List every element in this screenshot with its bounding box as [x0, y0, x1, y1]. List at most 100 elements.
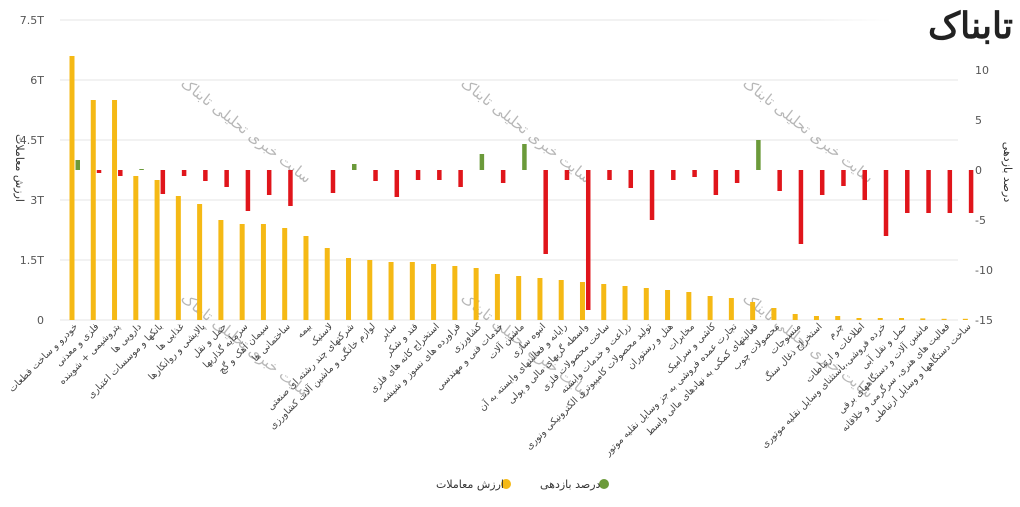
value-bar	[622, 286, 628, 320]
return-bar	[394, 170, 400, 197]
value-bar	[90, 100, 96, 320]
value-bar	[665, 290, 671, 320]
value-bar	[197, 204, 203, 320]
return-bar	[649, 170, 655, 220]
return-bar	[947, 170, 953, 213]
value-bar	[771, 308, 777, 320]
value-bar	[69, 56, 75, 320]
right-axis-title: درصد بازدهی	[1001, 142, 1014, 203]
legend-return-label: درصد بازدهی	[540, 478, 601, 491]
left-axis-tick: 4.5T	[20, 134, 44, 147]
return-bar	[479, 154, 485, 170]
right-axis-tick: 5	[975, 114, 982, 127]
return-bar	[883, 170, 889, 236]
value-bar	[112, 100, 118, 320]
value-bar	[218, 220, 224, 320]
return-bar	[373, 170, 378, 181]
value-bar	[367, 260, 373, 320]
value-bar	[346, 258, 352, 320]
return-bar	[628, 170, 634, 188]
return-bar	[203, 170, 208, 181]
return-bar	[160, 170, 166, 194]
return-bar	[500, 170, 506, 183]
return-bar	[330, 170, 336, 193]
return-bar	[671, 170, 676, 180]
legend-return-swatch	[599, 479, 609, 489]
value-bar	[835, 316, 841, 320]
return-bar	[139, 169, 144, 170]
value-bar	[856, 318, 862, 320]
return-bar	[458, 170, 463, 187]
value-bar	[601, 284, 607, 320]
value-bar	[962, 318, 968, 320]
legend: ارزش معاملات درصد بازدهی	[436, 478, 609, 491]
left-axis-tick: 3T	[30, 194, 44, 207]
return-bar	[734, 170, 740, 183]
return-bar	[75, 160, 80, 170]
left-axis-tick: 1.5T	[20, 254, 44, 267]
value-bar	[643, 288, 649, 320]
return-bar	[968, 170, 974, 213]
value-bar	[537, 278, 543, 320]
return-bar	[96, 170, 102, 173]
brand-logo-area: تابناک	[805, 0, 1020, 48]
right-axis-tick: 10	[975, 64, 989, 77]
value-bar	[133, 176, 139, 320]
value-bar	[452, 266, 458, 320]
value-bar	[899, 318, 905, 320]
return-bar	[543, 170, 548, 254]
right-axis-tick: -15	[975, 314, 993, 327]
return-bar	[777, 170, 782, 191]
value-bar	[707, 296, 713, 320]
value-bar	[920, 318, 926, 320]
bars	[69, 56, 974, 320]
return-bar	[905, 170, 910, 213]
value-bar	[558, 280, 564, 320]
gridlines	[60, 19, 958, 321]
left-axis-tick: 6T	[30, 74, 44, 87]
value-bar	[282, 228, 288, 320]
return-bar	[437, 170, 442, 180]
value-bar	[728, 298, 734, 320]
left-axis-tick: 0	[37, 314, 44, 327]
value-bar	[175, 196, 181, 320]
return-bar	[118, 170, 123, 176]
value-bar	[792, 314, 798, 320]
brand-logo: تابناک	[928, 5, 1013, 47]
watermark-text: سایت خبری تحلیلی تابناک	[178, 74, 316, 187]
value-bar	[686, 292, 692, 320]
value-bar	[260, 224, 266, 320]
return-bar	[692, 170, 697, 177]
right-axis-tick: -10	[975, 264, 993, 277]
return-bar	[288, 170, 293, 206]
value-bar	[877, 318, 883, 320]
left-axis-tick: 7.5T	[20, 14, 44, 27]
value-bar	[303, 236, 309, 320]
value-bar	[154, 180, 160, 320]
return-bar	[926, 170, 931, 213]
legend-value-label: ارزش معاملات	[436, 478, 504, 491]
return-bar	[522, 144, 527, 170]
return-bar	[841, 170, 846, 186]
return-bar	[245, 170, 251, 211]
return-bar	[819, 170, 825, 195]
return-bar	[585, 170, 591, 310]
value-bar	[941, 318, 947, 320]
value-bar	[324, 248, 330, 320]
value-bar	[750, 302, 756, 320]
legend-value-swatch	[501, 479, 511, 489]
value-bar	[813, 316, 819, 320]
return-bar	[224, 170, 229, 187]
value-bar	[494, 274, 500, 320]
return-bar	[266, 170, 272, 195]
return-bar	[713, 170, 719, 195]
return-bar	[564, 170, 570, 180]
value-bar	[239, 224, 245, 320]
value-bar	[431, 264, 437, 320]
right-axis-tick: -5	[975, 214, 986, 227]
return-bar	[415, 170, 421, 180]
value-bar	[409, 262, 415, 320]
return-bar	[181, 170, 187, 176]
